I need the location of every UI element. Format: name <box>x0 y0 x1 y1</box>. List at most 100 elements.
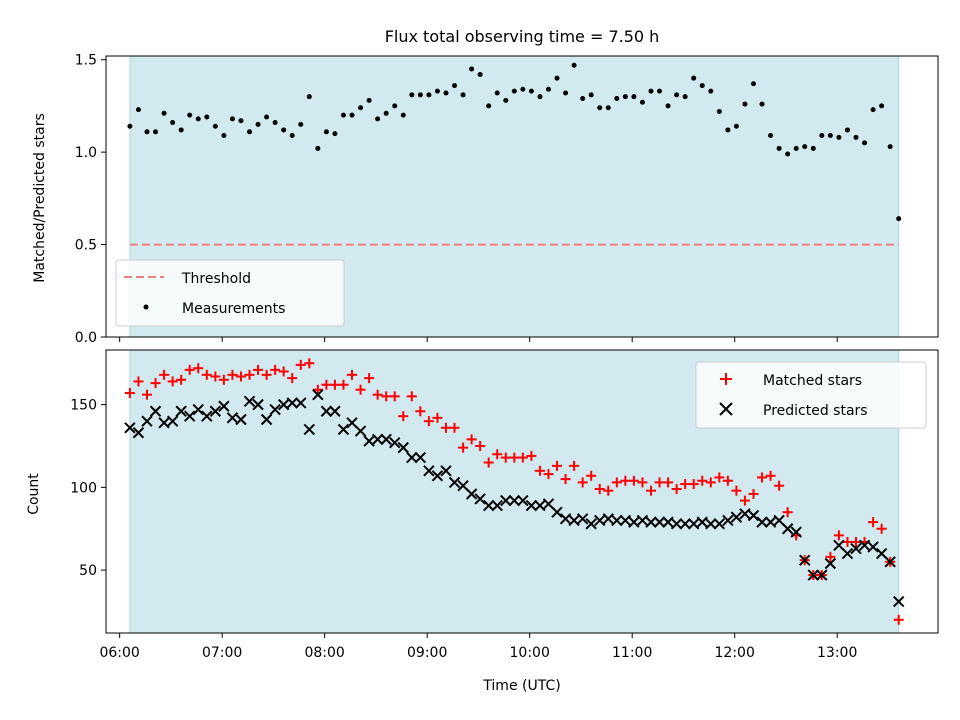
predicted-star-point <box>158 417 170 429</box>
matched-star-point <box>184 364 195 375</box>
matched-star-point <box>757 472 768 483</box>
x-tick-label: 13:00 <box>817 645 857 661</box>
measurement-point <box>699 83 705 89</box>
bottom-legend: Matched stars Predicted stars <box>695 361 927 429</box>
predicted-star-point <box>320 405 333 417</box>
bottom-y-axis-label: Count <box>26 473 42 515</box>
measurement-point <box>503 97 509 103</box>
matched-star-point <box>201 369 212 380</box>
predicted-star-point <box>576 513 589 525</box>
predicted-star-point <box>423 465 435 477</box>
matched-star-point <box>748 488 759 499</box>
measurement-point <box>750 81 756 87</box>
measurement-point <box>554 75 560 81</box>
predicted-star-point <box>875 547 888 560</box>
predicted-star-point <box>406 451 418 464</box>
predicted-star-point <box>337 423 350 436</box>
predicted-star-point <box>833 539 845 551</box>
predicted-star-point <box>790 526 802 538</box>
matched-star-point <box>355 384 366 395</box>
predicted-star-point <box>414 451 427 464</box>
matched-star-point <box>594 484 605 495</box>
predicted-star-point <box>816 569 828 581</box>
predicted-star-point <box>371 433 384 446</box>
predicted-star-point <box>867 541 879 553</box>
predicted-star-point <box>380 433 392 446</box>
matched-star-point <box>850 536 861 547</box>
measurement-point <box>170 120 176 126</box>
measurement-point <box>674 92 680 98</box>
predicted-star-point <box>354 425 367 437</box>
x-tick-label: 10:00 <box>510 645 550 661</box>
measurement-point <box>332 131 338 137</box>
matched-star-point <box>347 369 358 380</box>
bottom-panel: Count Time (UTC) 50 100 150 06:00 07:00 08:00… <box>26 349 939 694</box>
measurement-point <box>528 88 534 94</box>
top-axes-frame <box>105 55 939 338</box>
measurement-point <box>571 62 577 68</box>
measurement-point <box>862 140 868 146</box>
predicted-star-point <box>192 403 204 416</box>
predicted-star-point <box>346 417 358 429</box>
measurement-point <box>135 107 141 113</box>
matched-star-point <box>688 479 699 490</box>
measurement-point <box>486 103 492 109</box>
predicted-star-point <box>149 405 162 417</box>
matched-star-point <box>338 379 349 390</box>
matched-star-point <box>543 469 554 480</box>
measurement-point <box>289 132 295 138</box>
matched-star-point <box>739 495 750 506</box>
matched-star-point <box>483 457 494 468</box>
measurement-point <box>725 127 731 133</box>
measurement-point <box>161 110 167 116</box>
top-legend: Threshold Measurements <box>115 259 345 327</box>
measurement-point <box>605 105 611 111</box>
predicted-star-point <box>201 410 213 422</box>
measurement-point <box>349 112 355 118</box>
predicted-star-point <box>619 514 632 527</box>
predicted-star-point <box>457 480 469 492</box>
matched-star-point <box>270 364 281 375</box>
measurement-point <box>400 112 406 118</box>
matched-star-point <box>577 477 588 488</box>
matched-star-point <box>159 369 170 380</box>
measurement-point <box>434 88 440 94</box>
measurement-point <box>853 134 859 140</box>
bottom-legend-box <box>695 361 927 429</box>
matched-star-point <box>722 475 733 486</box>
predicted-star-point <box>542 498 555 510</box>
top-y-axis-label: Matched/Predicted stars <box>32 113 48 283</box>
measurement-point <box>827 132 833 138</box>
measurement-point <box>588 92 594 98</box>
matched-star-point <box>304 358 315 369</box>
predicted-star-point <box>884 556 896 568</box>
predicted-star-point <box>850 542 862 555</box>
predicted-star-point <box>611 514 623 527</box>
measurement-point <box>614 96 620 102</box>
measurement-point <box>648 88 654 94</box>
predicted-star-point <box>739 508 751 520</box>
measurement-point <box>563 90 569 96</box>
top-panel: Flux total observing time = 7.50 h Match… <box>32 27 939 346</box>
measurement-point <box>375 116 381 122</box>
measurements-legend-swatch <box>143 304 149 310</box>
predicted-star-point <box>508 494 521 507</box>
matched-star-point <box>620 475 631 486</box>
measurement-point <box>520 86 526 92</box>
predicted-star-point <box>500 494 512 507</box>
measurement-point <box>802 144 808 150</box>
predicted-star-point <box>491 499 503 512</box>
measurement-point <box>733 123 739 129</box>
bottom-y-tick-label: 100 <box>70 480 97 496</box>
matched-star-point <box>381 391 392 402</box>
predicted-star-point <box>226 412 239 424</box>
matched-star-point <box>705 477 716 488</box>
measurement-point <box>212 123 218 129</box>
matched-star-point <box>475 440 486 451</box>
measurement-point <box>195 116 201 122</box>
predicted-star-point <box>696 516 708 528</box>
measurement-point <box>810 145 816 151</box>
matched-star-point <box>517 452 528 463</box>
predicted-star-point <box>722 514 734 527</box>
matched-star-point <box>176 374 187 385</box>
